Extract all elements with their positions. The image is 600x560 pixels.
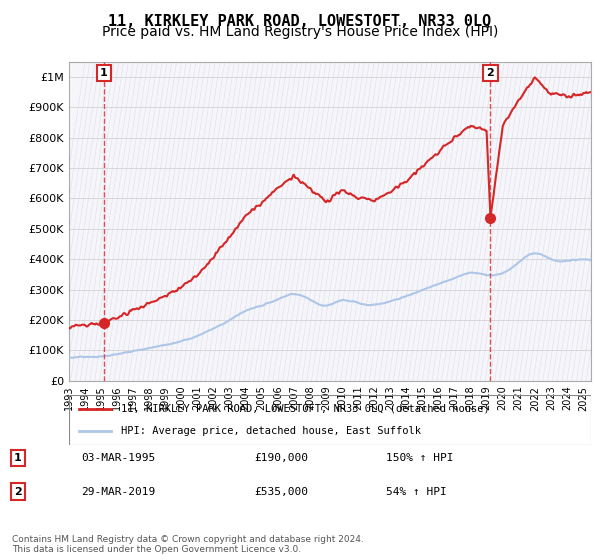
- Text: 11, KIRKLEY PARK ROAD, LOWESTOFT, NR33 0LQ (detached house): 11, KIRKLEY PARK ROAD, LOWESTOFT, NR33 0…: [121, 404, 490, 414]
- Text: 150% ↑ HPI: 150% ↑ HPI: [386, 453, 454, 463]
- Text: 03-MAR-1995: 03-MAR-1995: [81, 453, 155, 463]
- Bar: [69, 62, 591, 381]
- Text: 54% ↑ HPI: 54% ↑ HPI: [386, 487, 447, 497]
- Text: 29-MAR-2019: 29-MAR-2019: [81, 487, 155, 497]
- Text: Contains HM Land Registry data © Crown copyright and database right 2024.
This d: Contains HM Land Registry data © Crown c…: [12, 535, 364, 554]
- Text: 11, KIRKLEY PARK ROAD, LOWESTOFT, NR33 0LQ: 11, KIRKLEY PARK ROAD, LOWESTOFT, NR33 0…: [109, 14, 491, 29]
- Text: £535,000: £535,000: [254, 487, 308, 497]
- Text: 1: 1: [100, 68, 108, 78]
- Text: 2: 2: [14, 487, 22, 497]
- Text: Price paid vs. HM Land Registry's House Price Index (HPI): Price paid vs. HM Land Registry's House …: [102, 25, 498, 39]
- Text: 1: 1: [14, 453, 22, 463]
- Text: £190,000: £190,000: [254, 453, 308, 463]
- Text: HPI: Average price, detached house, East Suffolk: HPI: Average price, detached house, East…: [121, 426, 421, 436]
- Text: 2: 2: [487, 68, 494, 78]
